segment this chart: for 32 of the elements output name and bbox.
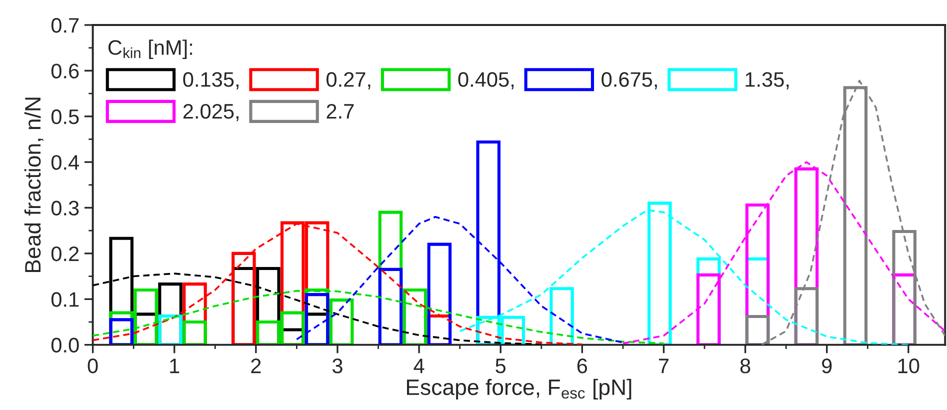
legend-label: 2.025,	[183, 104, 238, 122]
x-axis-title: Escape force, F$_{esc}$ [pN]	[407, 378, 632, 400]
legend-label: 0.675,	[602, 72, 657, 90]
y-tick-label: 0.6	[51, 64, 79, 78]
y-tick-label: 0.3	[51, 200, 79, 216]
y-tick-label: 0.5	[51, 109, 79, 124]
x-tick-label: 1	[170, 358, 180, 374]
legend-label: 0.405,	[458, 72, 514, 90]
y-tick-label: 0.0	[51, 338, 79, 353]
x-tick-label: 3	[332, 358, 342, 374]
x-tick-label: 9	[822, 358, 832, 374]
x-tick-label: 4	[414, 358, 424, 374]
line-series	[92, 290, 665, 344]
legend-label: 2.7	[326, 104, 354, 118]
x-tick-label: 0	[88, 358, 98, 374]
y-tick-label: 0.4	[51, 155, 80, 170]
x-tick-label: 7	[659, 358, 668, 374]
y-axis-title: Bead fraction, n/N	[24, 98, 44, 272]
legend-label: 1.35,	[746, 72, 789, 90]
x-tick-label: 5	[496, 358, 506, 374]
legend-label: 0.135,	[183, 72, 238, 90]
y-tick-label: 0.1	[51, 292, 79, 307]
y-tick-label: 0.7	[51, 18, 79, 33]
line-series	[622, 161, 946, 344]
legend-label: 0.27,	[326, 72, 370, 90]
y-tick-label: 0.2	[51, 246, 79, 262]
x-tick-label: 2	[251, 358, 261, 374]
x-tick-label: 10	[898, 358, 920, 374]
legend-title: C$_{kin}$ [nM]:	[108, 40, 192, 60]
x-tick-label: 6	[577, 358, 588, 374]
line-series	[92, 222, 584, 345]
x-tick-label: 8	[740, 358, 750, 374]
